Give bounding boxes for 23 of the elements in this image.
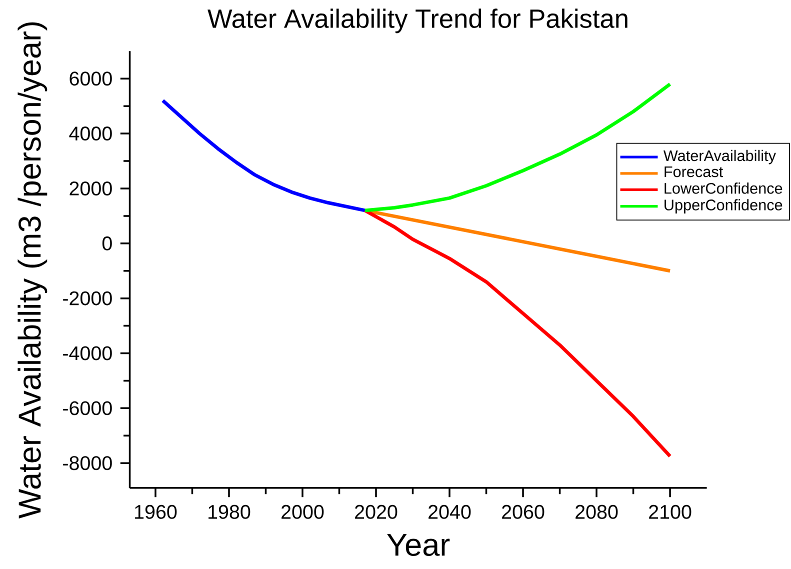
y-tick-label: -2000 bbox=[63, 291, 112, 306]
x-tick-label: 2020 bbox=[355, 504, 398, 519]
y-axis-title: Water Availability (m3 /person/year) bbox=[18, 22, 48, 519]
y-tick-label: 6000 bbox=[70, 72, 112, 86]
x-tick-label: 1980 bbox=[208, 504, 250, 519]
x-axis-title: Year bbox=[387, 534, 450, 556]
y-tick-label: 0 bbox=[102, 236, 112, 250]
x-tick-label: 2100 bbox=[649, 504, 692, 519]
x-tick-label: 2000 bbox=[282, 504, 324, 519]
legend-label: UpperConfidence bbox=[664, 199, 782, 214]
legend-label: LowerConfidence bbox=[664, 182, 782, 194]
legend-label: WaterAvailability bbox=[663, 150, 776, 164]
x-tick-label: 1960 bbox=[135, 504, 177, 519]
y-tick-label: -8000 bbox=[63, 456, 112, 470]
y-tick-label: 2000 bbox=[70, 182, 112, 196]
y-tick-label: 4000 bbox=[69, 126, 112, 141]
x-tick-label: 2080 bbox=[576, 504, 618, 519]
chart-title: Water Availability Trend for Pakistan bbox=[208, 8, 628, 34]
legend-label: Forecast bbox=[664, 166, 724, 178]
x-tick-label: 2060 bbox=[502, 504, 544, 519]
x-tick-label: 2040 bbox=[428, 504, 471, 519]
y-tick-label: -6000 bbox=[63, 401, 112, 416]
y-tick-label: -4000 bbox=[63, 346, 112, 360]
